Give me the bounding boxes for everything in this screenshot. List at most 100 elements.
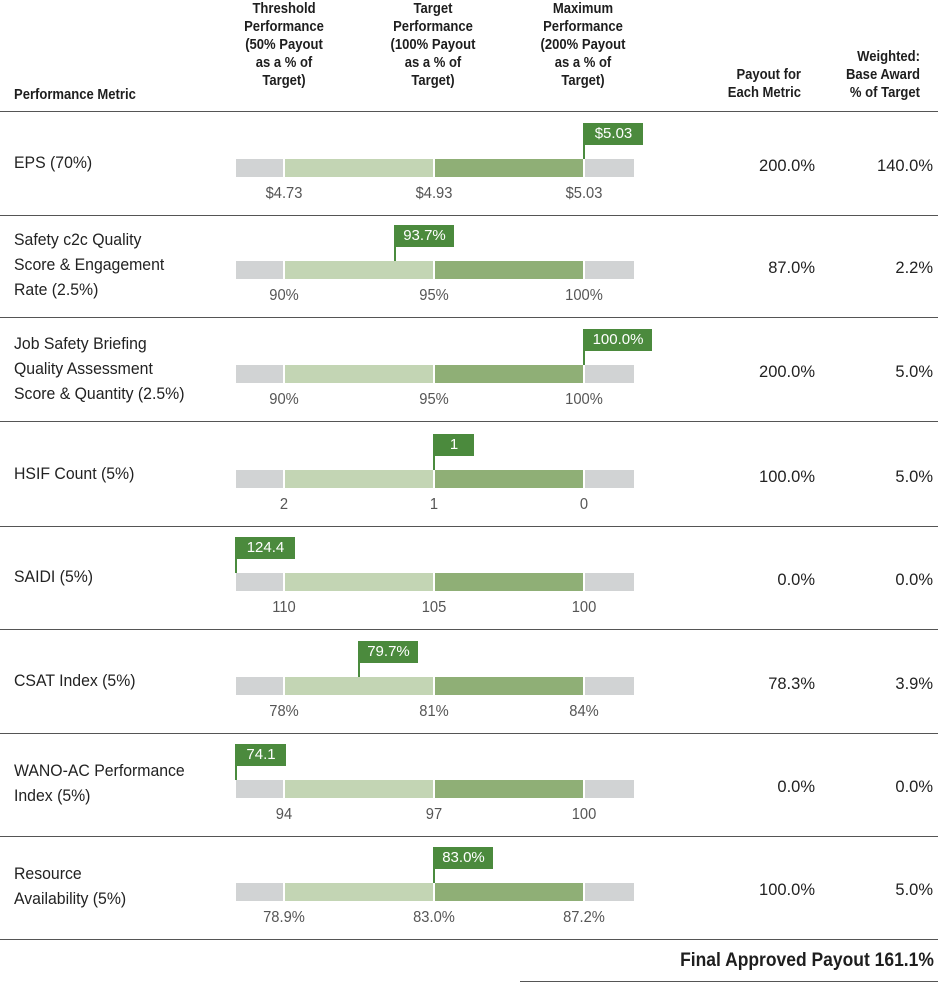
- weighted-value: 0.0%: [895, 571, 933, 589]
- metric-label: Score & Engagement: [14, 254, 165, 274]
- bar-above-maximum: [584, 883, 634, 901]
- target-value: 83.0%: [413, 909, 455, 926]
- bar-target-maximum: [434, 470, 584, 488]
- bar-above-maximum: [584, 261, 634, 279]
- header-line: Target: [413, 1, 453, 17]
- maximum-value: 84%: [569, 703, 599, 720]
- maximum-tick: [583, 159, 585, 177]
- bar-below-threshold: [236, 883, 284, 901]
- maximum-tick: [583, 261, 585, 279]
- threshold-value: 90%: [269, 287, 299, 304]
- metric-label: HSIF Count (5%): [14, 463, 135, 483]
- metric-label: Quality Assessment: [14, 358, 153, 378]
- threshold-value: $4.73: [265, 185, 303, 202]
- header-line: as a % of: [554, 55, 612, 71]
- header-target: Target Performance (100% Payout as a % of Ta…: [370, 0, 496, 90]
- header-line: Base Award: [846, 67, 920, 83]
- header-line: Threshold: [252, 1, 316, 17]
- payout-value: 87.0%: [768, 259, 815, 277]
- bar-above-maximum: [584, 159, 634, 177]
- weighted-value: 5.0%: [895, 468, 933, 486]
- target-tick: [433, 470, 435, 488]
- target-value: 105: [421, 599, 447, 616]
- final-payout: Final Approved Payout 161.1%: [680, 950, 934, 971]
- header-line: (200% Payout: [540, 37, 626, 53]
- bar-below-threshold: [236, 159, 284, 177]
- row-divider: [0, 939, 938, 940]
- actual-flag: 74.1: [236, 744, 286, 766]
- weighted-value: 5.0%: [895, 363, 933, 381]
- threshold-value: 90%: [269, 391, 299, 408]
- bar-below-threshold: [236, 261, 284, 279]
- row-divider: [0, 526, 938, 527]
- header-line: Performance: [543, 19, 623, 35]
- metric-label: Rate (2.5%): [14, 279, 99, 299]
- threshold-value: 94: [275, 806, 293, 823]
- weighted-value: 2.2%: [895, 259, 933, 277]
- target-tick: [433, 159, 435, 177]
- header-line: as a % of: [255, 55, 313, 71]
- row-divider: [0, 733, 938, 734]
- header-line: Performance: [393, 19, 473, 35]
- actual-flag: 79.7%: [359, 641, 418, 663]
- target-value: 95%: [419, 287, 449, 304]
- threshold-tick: [283, 470, 285, 488]
- threshold-tick: [283, 261, 285, 279]
- target-value: 97: [425, 806, 443, 823]
- threshold-tick: [283, 883, 285, 901]
- bar-below-threshold: [236, 470, 284, 488]
- header-line: (100% Payout: [390, 37, 476, 53]
- bar-target-maximum: [434, 261, 584, 279]
- bar-target-maximum: [434, 573, 584, 591]
- bar-threshold-target: [284, 780, 434, 798]
- bar-threshold-target: [284, 365, 434, 383]
- header-threshold: Threshold Performance (50% Payout as a % of…: [221, 0, 347, 90]
- header-line: Maximum: [552, 1, 614, 17]
- header-weighted: Weighted: Base Award % of Target: [812, 48, 920, 102]
- bar-target-maximum: [434, 159, 584, 177]
- bar-above-maximum: [584, 780, 634, 798]
- bar-target-maximum: [434, 365, 584, 383]
- bar-threshold-target: [284, 261, 434, 279]
- payout-value: 100.0%: [759, 881, 815, 899]
- maximum-tick: [583, 470, 585, 488]
- target-value: $4.93: [415, 185, 453, 202]
- weighted-value: 0.0%: [895, 778, 933, 796]
- header-line: Target): [561, 73, 605, 89]
- payout-value: 200.0%: [759, 157, 815, 175]
- header-payout: Payout for Each Metric: [693, 66, 801, 102]
- maximum-tick: [583, 677, 585, 695]
- maximum-value: 87.2%: [563, 909, 605, 926]
- row-divider: [0, 317, 938, 318]
- header-line: Performance: [244, 19, 324, 35]
- actual-flag: 83.0%: [434, 847, 493, 869]
- threshold-tick: [283, 159, 285, 177]
- threshold-tick: [283, 677, 285, 695]
- maximum-tick: [583, 365, 585, 383]
- target-value: 1: [429, 496, 439, 513]
- payout-value: 200.0%: [759, 363, 815, 381]
- bar-below-threshold: [236, 677, 284, 695]
- header-divider: [0, 111, 938, 112]
- bar-above-maximum: [584, 470, 634, 488]
- bar-above-maximum: [584, 365, 634, 383]
- bar-threshold-target: [284, 883, 434, 901]
- metric-label: WANO-AC Performance: [14, 761, 185, 780]
- threshold-value: 110: [272, 599, 296, 616]
- threshold-value: 2: [279, 496, 289, 513]
- row-divider: [0, 629, 938, 630]
- metric-label: Safety c2c Quality: [14, 229, 142, 249]
- maximum-value: 0: [579, 496, 589, 513]
- actual-flag: $5.03: [584, 123, 643, 145]
- header-maximum: Maximum Performance (200% Payout as a % of T…: [520, 0, 646, 90]
- weighted-value: 3.9%: [895, 675, 933, 693]
- target-tick: [433, 573, 435, 591]
- final-divider: [520, 981, 938, 982]
- threshold-tick: [283, 573, 285, 591]
- row-divider: [0, 215, 938, 216]
- maximum-value: 100%: [565, 391, 603, 408]
- target-tick: [433, 883, 435, 901]
- header-line: Each Metric: [727, 85, 801, 101]
- threshold-value: 78.9%: [263, 909, 305, 926]
- weighted-value: 140.0%: [877, 157, 933, 175]
